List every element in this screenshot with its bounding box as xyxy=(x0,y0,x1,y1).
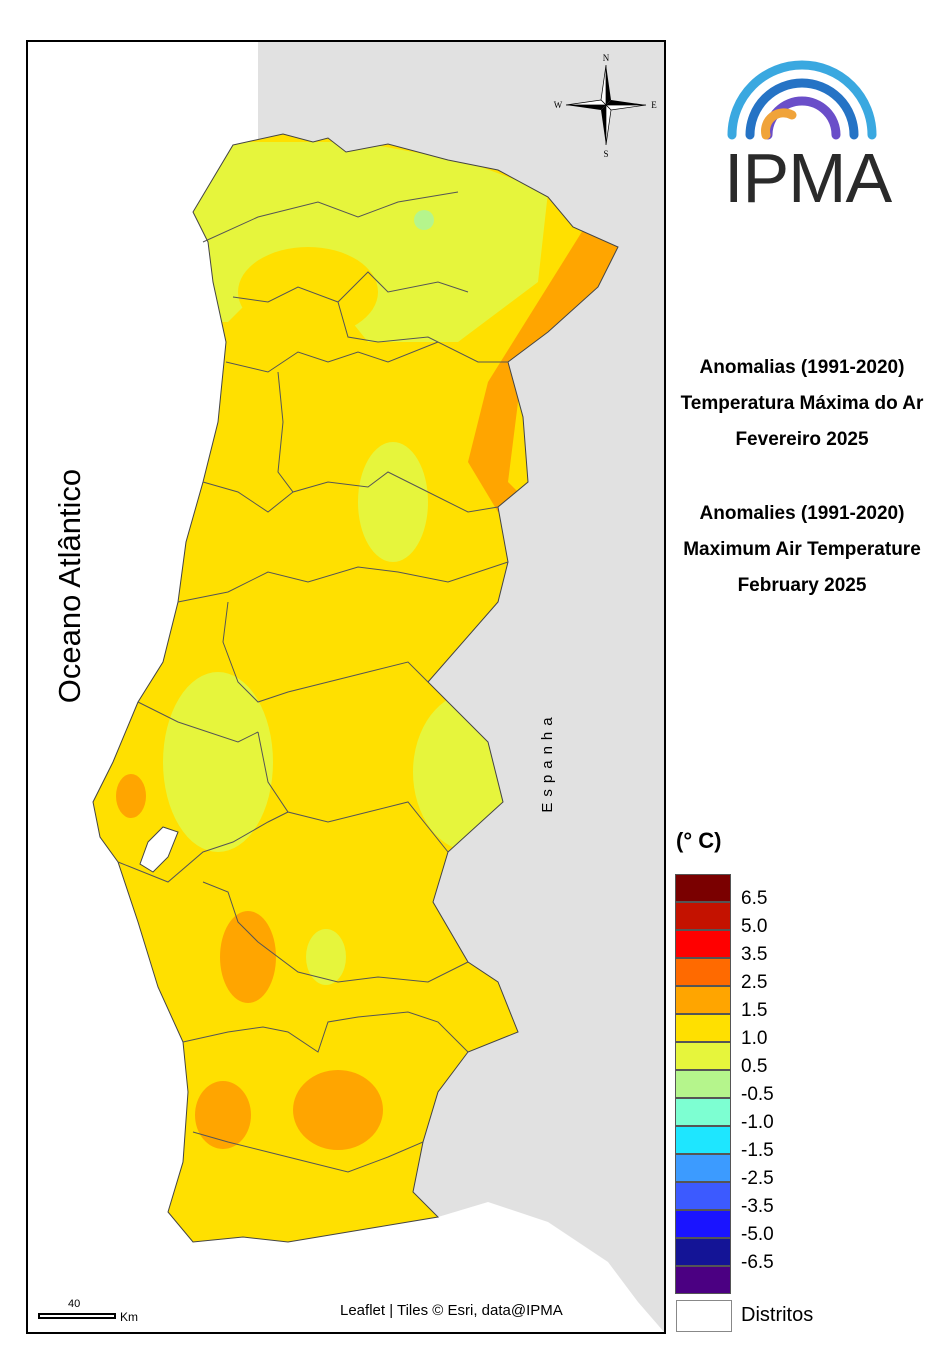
scale-bar: 40 Km xyxy=(34,1298,154,1328)
legend-item: 0.5 xyxy=(675,1042,767,1077)
anomaly-west-0-5 xyxy=(163,672,273,852)
legend-item: -5.0 xyxy=(675,1210,774,1245)
district-borders xyxy=(117,191,509,1173)
anomaly-northeast-1-5 xyxy=(468,222,618,512)
legend-label: 1.5 xyxy=(741,1000,768,1021)
legend-unit: (° C) xyxy=(676,828,722,853)
legend: 6.5 5.0 3.5 2.5 1.5 1.0 0.5 -0.5 -1.0 -1.5 -2.5 -3.… xyxy=(675,874,774,1294)
legend-swatch xyxy=(675,902,731,930)
anomaly-setubal-1-5 xyxy=(220,911,276,1003)
legend-item: 1.0 xyxy=(675,1014,767,1049)
distritos-swatch xyxy=(676,1300,732,1332)
map-frame[interactable]: N S E W Oceano Atlântico Espanha 40 Km L… xyxy=(26,40,666,1334)
legend-item: 5.0 xyxy=(675,902,767,937)
spain-label: Espanha xyxy=(539,711,556,813)
legend-item: 2.5 xyxy=(675,958,767,993)
title-en-line1: Anomalies (1991-2020) xyxy=(699,503,905,524)
legend-label: 2.5 xyxy=(741,972,768,993)
legend-label: -5.0 xyxy=(741,1224,774,1245)
legend-label: 6.5 xyxy=(741,888,768,909)
anomaly-alentejo-0-5 xyxy=(306,929,346,985)
map-attribution[interactable]: Leaflet | Tiles © Esri, data@IPMA xyxy=(336,1300,567,1321)
legend-swatch xyxy=(675,930,731,958)
legend-swatch xyxy=(675,1042,731,1070)
legend-item: -2.5 xyxy=(675,1154,774,1189)
title-pt-line1: Anomalias (1991-2020) xyxy=(699,357,905,378)
title-pt-line3: Fevereiro 2025 xyxy=(735,429,869,450)
title-pt-line2: Temperatura Máxima do Ar xyxy=(680,393,924,414)
anomaly-south-1-5 xyxy=(293,1070,383,1150)
tagus-estuary xyxy=(139,826,179,873)
legend-swatch xyxy=(675,1098,731,1126)
ocean-label: Oceano Atlântico xyxy=(52,468,87,704)
anomaly-north-1-0 xyxy=(238,247,378,337)
legend-swatch xyxy=(675,1210,731,1238)
legend-label: -0.5 xyxy=(741,1084,774,1105)
legend-label: -1.0 xyxy=(741,1112,774,1133)
title-en-line3: February 2025 xyxy=(737,575,867,596)
title-portuguese: Anomalias (1991-2020) Temperatura Máxima… xyxy=(652,350,937,458)
legend-label: 1.0 xyxy=(741,1028,768,1049)
anomaly-minho-spot xyxy=(414,210,434,230)
legend-swatch xyxy=(675,986,731,1014)
legend-swatch xyxy=(675,1238,731,1266)
legend-label: -1.5 xyxy=(741,1140,774,1161)
legend-swatch xyxy=(675,958,731,986)
title-english: Anomalies (1991-2020) Maximum Air Temper… xyxy=(652,496,937,604)
legend-label: 0.5 xyxy=(741,1056,768,1077)
legend-swatch xyxy=(675,1266,731,1294)
map-canvas[interactable]: N S E W xyxy=(28,42,664,1332)
legend-item: -0.5 xyxy=(675,1070,774,1105)
scale-value: 40 xyxy=(68,1298,81,1310)
legend-swatch xyxy=(675,874,731,902)
anomaly-lisbon-1-5 xyxy=(116,774,146,818)
compass-e: E xyxy=(651,100,657,110)
compass-rose: N S E W xyxy=(554,53,658,159)
legend-label: 5.0 xyxy=(741,916,768,937)
scale-unit: Km xyxy=(120,1310,138,1324)
legend-item: 3.5 xyxy=(675,930,767,965)
legend-label: -2.5 xyxy=(741,1168,774,1189)
anomaly-center-0-5 xyxy=(358,442,428,562)
legend-swatch xyxy=(675,1182,731,1210)
title-en-line2: Maximum Air Temperature xyxy=(683,539,921,560)
distritos-label: Distritos xyxy=(741,1304,814,1326)
compass-n: N xyxy=(603,53,610,63)
legend-swatch xyxy=(675,1070,731,1098)
legend-swatch xyxy=(675,1126,731,1154)
legend-item: 1.5 xyxy=(675,986,767,1021)
legend-item: 6.5 xyxy=(675,874,767,909)
legend-item: -1.5 xyxy=(675,1126,774,1161)
compass-w: W xyxy=(554,100,563,110)
portugal-outline xyxy=(92,133,619,1243)
legend-swatch xyxy=(675,1014,731,1042)
legend-item: -3.5 xyxy=(675,1182,774,1217)
legend-item xyxy=(675,1266,731,1294)
compass-s: S xyxy=(603,149,608,159)
ipma-logo-icon xyxy=(727,60,877,140)
legend-item: -1.0 xyxy=(675,1098,774,1133)
legend-label: -3.5 xyxy=(741,1196,774,1217)
coastline-west xyxy=(28,42,664,1332)
scale-bar-line xyxy=(38,1313,116,1319)
legend-item: -6.5 xyxy=(675,1238,774,1273)
legend-swatch xyxy=(675,1154,731,1182)
legend-label: -6.5 xyxy=(741,1252,774,1273)
anomaly-south-west-1-5 xyxy=(195,1081,251,1149)
legend-label: 3.5 xyxy=(741,944,768,965)
ipma-logo-text: IPMA xyxy=(724,139,892,217)
